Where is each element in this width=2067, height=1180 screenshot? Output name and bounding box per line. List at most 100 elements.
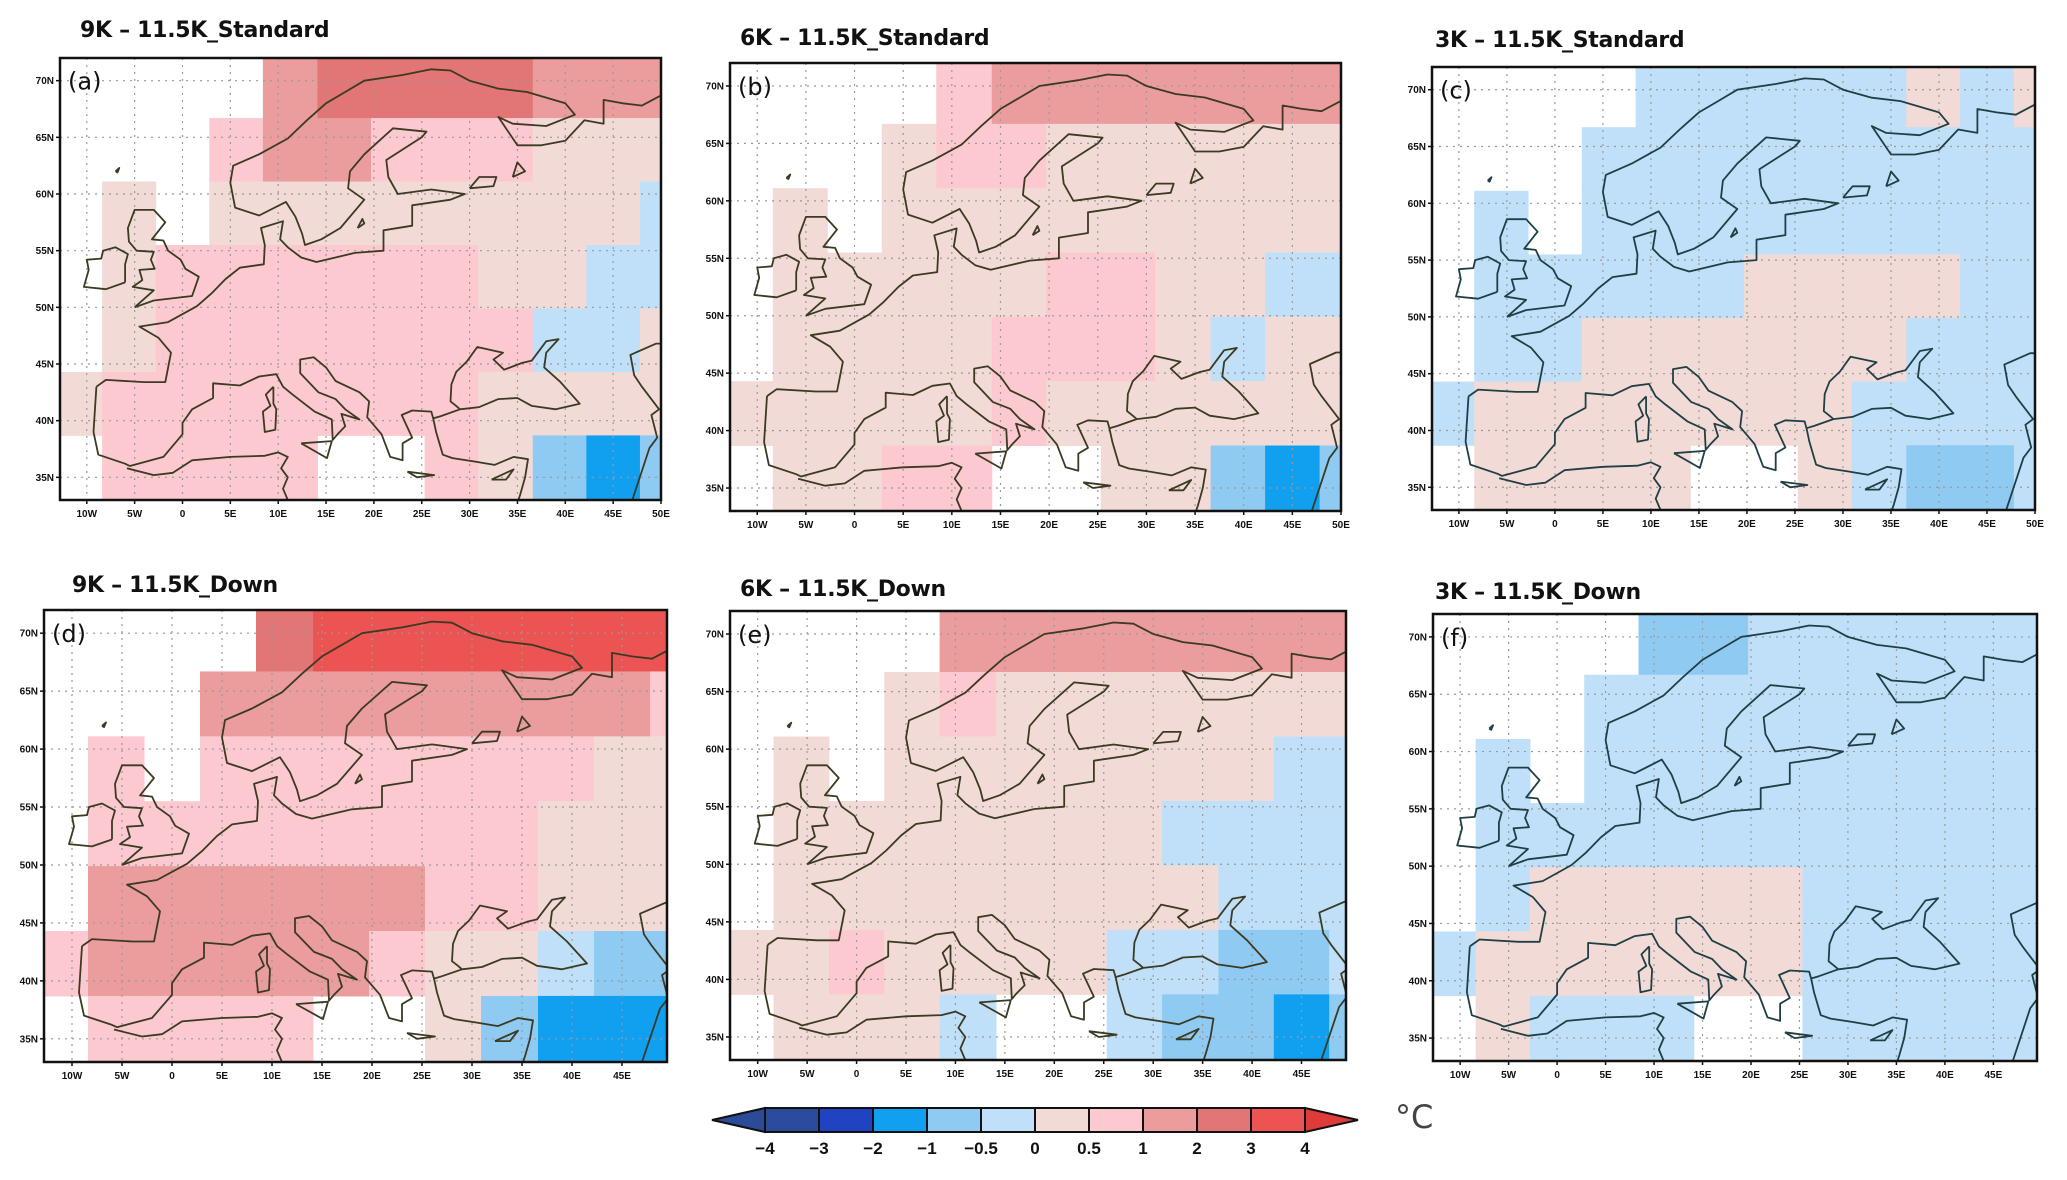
x-tick-label: 5W — [1499, 519, 1515, 530]
y-tick-label: 35N — [1408, 483, 1426, 494]
field-cell — [478, 181, 534, 246]
y-tick-label: 70N — [20, 629, 38, 640]
field-cell — [1529, 803, 1585, 868]
field-cell — [1797, 190, 1853, 255]
field-cell — [262, 118, 318, 183]
field-cell — [1265, 252, 1321, 318]
field-cell — [200, 931, 257, 997]
map-frame — [58, 56, 663, 502]
coastline — [1780, 480, 1809, 489]
coastline — [1676, 1000, 1710, 1020]
field-cell — [1851, 445, 1907, 511]
x-tick-label: 45E — [1283, 520, 1301, 531]
coastlines — [83, 68, 661, 500]
coastline — [798, 216, 872, 317]
y-tick-label: 70N — [36, 76, 54, 87]
x-tick-label: 15E — [1694, 1070, 1712, 1081]
coastline — [300, 440, 333, 459]
field-cell — [1218, 994, 1275, 1061]
field-cell — [936, 188, 993, 254]
coastline — [974, 450, 1008, 470]
coastline — [1196, 716, 1212, 733]
coastline — [468, 176, 498, 190]
coastline — [2003, 352, 2035, 510]
x-tick-label: 35E — [513, 1071, 531, 1082]
coastlines — [1456, 624, 2037, 1061]
coastline — [1499, 218, 1573, 318]
field-cell — [1635, 67, 1691, 128]
y-tick-label: 70N — [706, 630, 724, 641]
field-cell — [939, 929, 997, 995]
field-cell — [1319, 252, 1342, 318]
field-cell — [639, 181, 662, 246]
field-cell — [881, 445, 937, 512]
y-tick-label: 45N — [36, 360, 54, 371]
coastline — [1805, 428, 1903, 510]
x-tick-label: 50E — [2026, 519, 2044, 530]
coastline — [1842, 185, 1871, 199]
coastline — [1890, 718, 1906, 736]
field-cell — [256, 995, 314, 1063]
field-cell — [262, 308, 318, 373]
field-cell — [1218, 736, 1275, 802]
field-cell — [1584, 803, 1640, 868]
x-tick-label: 10W — [747, 1069, 768, 1080]
field-cell — [639, 245, 662, 309]
coastline — [92, 338, 581, 467]
field-cell — [939, 611, 997, 673]
x-tick-label: 5E — [900, 1069, 913, 1080]
y-tick-label: 60N — [36, 190, 54, 201]
field-cell — [1329, 865, 1347, 931]
y-tick-label: 35N — [706, 1032, 724, 1043]
field-cell — [772, 316, 828, 382]
coastline — [1469, 624, 2037, 948]
colorbar-tick-label: 0 — [1030, 1139, 1039, 1158]
field-cell — [1162, 800, 1219, 866]
x-tick-label: 5E — [216, 1071, 229, 1082]
map-svg: (b) 35N 40N 45N 50N 55N 60N 65N 70N 10W 5W 0 5E 10E 15… — [706, 61, 1350, 531]
colorbar-segment — [1142, 1107, 1198, 1133]
field-cell — [1475, 867, 1531, 932]
coastline — [83, 246, 129, 291]
field-cell — [730, 929, 775, 995]
field-cell — [1856, 738, 1913, 804]
x-tick-label: 5W — [1501, 1070, 1517, 1081]
field-cell — [1210, 63, 1266, 125]
gridlines — [1432, 67, 2036, 510]
map-frame — [42, 608, 669, 1064]
field-cell — [532, 118, 587, 183]
field-cell — [317, 58, 372, 119]
field-cell — [209, 371, 264, 436]
coastline — [1864, 478, 1888, 491]
x-tick-label: 25E — [1089, 520, 1107, 531]
field-cell — [2020, 738, 2038, 804]
field-cell — [639, 308, 662, 373]
colorbar-tick-label: −1 — [917, 1139, 936, 1158]
field-cell — [2013, 445, 2036, 511]
y-tick-label: 35N — [36, 473, 54, 484]
field-cell — [1638, 803, 1695, 868]
field-cell — [209, 118, 264, 183]
coastline — [935, 395, 951, 443]
field-cell — [881, 123, 937, 189]
coastline — [785, 173, 792, 180]
panel-title-e: 6K – 11.5K_Down — [740, 577, 946, 602]
coastline — [938, 944, 955, 992]
field-cell — [1051, 800, 1108, 866]
coastline — [753, 253, 800, 299]
map-svg: (c) 35N 40N 45N 50N 55N 60N 65N 70N 10W 5W 0 5E 10E 15… — [1408, 65, 2044, 530]
field-cell — [1693, 867, 1749, 932]
y-tick-label: 70N — [1409, 632, 1427, 643]
field-cell — [262, 245, 318, 309]
y-tick-label: 55N — [706, 254, 724, 265]
coastline — [1487, 176, 1493, 183]
field-cell — [1911, 803, 1967, 868]
coastline — [798, 1010, 967, 1060]
coastlines — [753, 621, 1346, 1060]
coastline — [766, 73, 1341, 397]
field-cell — [1100, 252, 1156, 318]
field-cell — [1797, 445, 1853, 511]
field-cell — [594, 610, 651, 672]
field-cell — [1635, 190, 1691, 255]
coastline — [354, 773, 363, 785]
